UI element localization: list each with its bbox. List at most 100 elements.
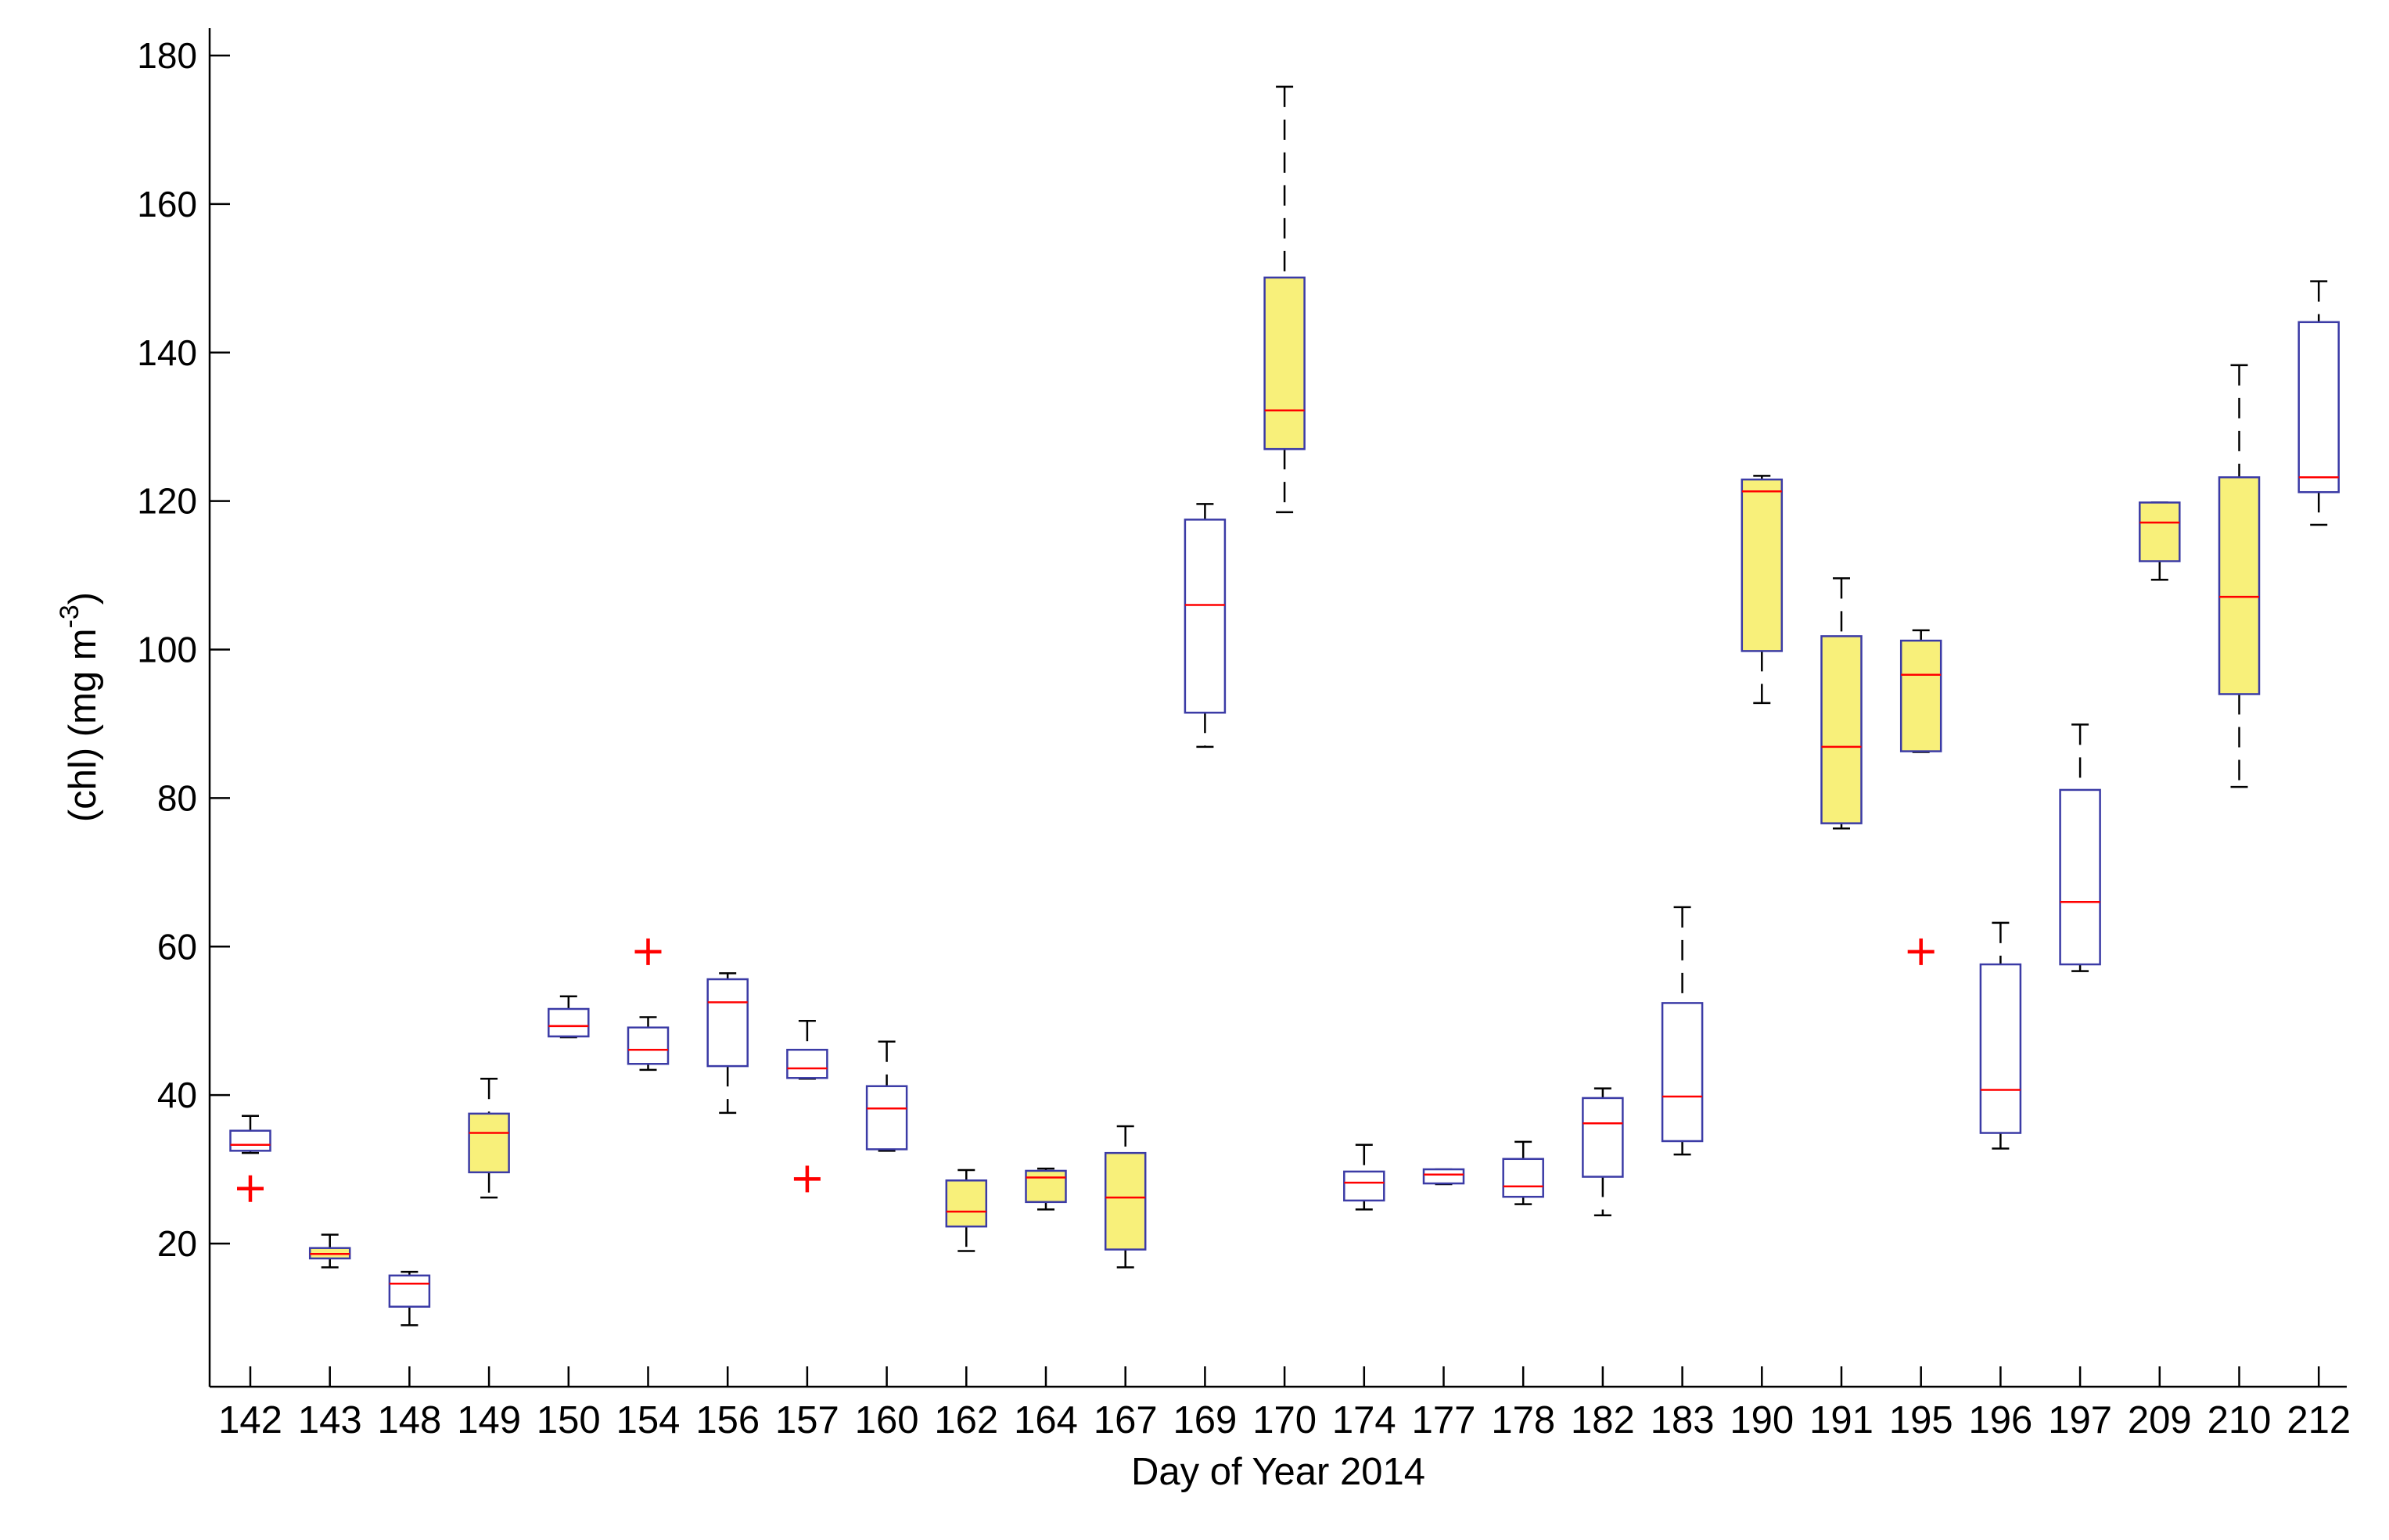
x-tick-label: 157 xyxy=(775,1399,839,1441)
box-day-160 xyxy=(865,1040,908,1152)
x-tick-label: 167 xyxy=(1094,1399,1158,1441)
box-iqr xyxy=(706,978,749,1068)
box-iqr xyxy=(1979,963,2022,1134)
box-iqr xyxy=(1422,1168,1465,1185)
x-tick-label: 150 xyxy=(537,1399,601,1441)
x-tick-label: 164 xyxy=(1014,1399,1078,1441)
x-tick-label: 156 xyxy=(695,1399,760,1441)
x-tick-label: 169 xyxy=(1173,1399,1238,1441)
box-day-150 xyxy=(548,995,590,1039)
y-tick-label: 120 xyxy=(137,481,197,522)
y-axis-title-close: ) xyxy=(62,592,104,605)
box-day-157 xyxy=(786,1019,828,1193)
x-tick-label: 162 xyxy=(934,1399,998,1441)
box-day-156 xyxy=(706,972,749,1115)
box-day-183 xyxy=(1661,906,1704,1156)
y-tick-label: 40 xyxy=(157,1075,197,1115)
box-iqr xyxy=(627,1026,670,1065)
x-axis-ticks: 142 143 148 149 150 154 156 157 160 162 164 167 169 1… xyxy=(218,1366,2351,1441)
box-iqr xyxy=(1263,276,1306,451)
box-iqr xyxy=(388,1274,431,1308)
x-tick-label: 148 xyxy=(378,1399,442,1441)
box-day-196 xyxy=(1979,921,2022,1150)
y-axis-ticks: 20 40 60 80 100 120 140 160 180 xyxy=(137,35,230,1264)
box-iqr xyxy=(1343,1170,1385,1202)
box-day-170 xyxy=(1263,85,1306,514)
box-day-210 xyxy=(2218,364,2261,788)
x-tick-label: 183 xyxy=(1651,1399,1715,1441)
y-tick-label: 160 xyxy=(137,184,197,224)
box-iqr xyxy=(1184,519,1227,714)
x-tick-label: 174 xyxy=(1332,1399,1396,1441)
box-iqr xyxy=(1820,635,1863,824)
box-series xyxy=(229,85,2340,1326)
x-tick-label: 212 xyxy=(2287,1399,2351,1441)
x-tick-label: 191 xyxy=(1809,1399,1873,1441)
box-day-164 xyxy=(1025,1167,1067,1211)
box-day-148 xyxy=(388,1270,431,1326)
x-tick-label: 196 xyxy=(1969,1399,2033,1441)
box-day-143 xyxy=(308,1233,351,1269)
x-tick-label: 143 xyxy=(298,1399,362,1441)
box-iqr xyxy=(2059,788,2101,966)
box-day-209 xyxy=(2139,501,2181,581)
x-tick-label: 149 xyxy=(457,1399,521,1441)
y-tick-label: 140 xyxy=(137,332,197,373)
box-day-212 xyxy=(2297,280,2340,526)
x-tick-label: 160 xyxy=(855,1399,919,1441)
x-tick-label: 195 xyxy=(1889,1399,1953,1441)
box-day-154 xyxy=(627,938,670,1072)
box-day-162 xyxy=(945,1168,988,1252)
plot-axes xyxy=(208,28,2347,1388)
x-tick-label: 154 xyxy=(616,1399,681,1441)
box-day-169 xyxy=(1184,503,1227,748)
x-tick-label: 182 xyxy=(1571,1399,1635,1441)
box-day-190 xyxy=(1741,475,1784,705)
x-tick-label: 210 xyxy=(2208,1399,2272,1441)
box-iqr xyxy=(1661,1002,1704,1143)
box-iqr xyxy=(1104,1151,1147,1251)
x-tick-label: 178 xyxy=(1491,1399,1555,1441)
y-tick-label: 60 xyxy=(157,926,197,967)
box-iqr xyxy=(1741,478,1784,652)
y-axis-title: (chl) (mg m-3) xyxy=(55,592,104,822)
box-day-149 xyxy=(468,1077,510,1199)
box-iqr xyxy=(1025,1169,1067,1204)
box-day-177 xyxy=(1422,1168,1465,1186)
box-iqr xyxy=(468,1112,510,1174)
x-tick-label: 142 xyxy=(218,1399,282,1441)
box-iqr xyxy=(2139,501,2181,562)
y-tick-label: 180 xyxy=(137,35,197,76)
x-tick-label: 209 xyxy=(2128,1399,2192,1441)
x-axis-title: Day of Year 2014 xyxy=(1131,1451,1425,1493)
box-iqr xyxy=(1899,639,1942,752)
box-day-195 xyxy=(1899,629,1942,965)
box-iqr xyxy=(786,1048,828,1079)
y-axis-title-superscript: -3 xyxy=(55,605,84,628)
y-tick-label: 80 xyxy=(157,777,197,818)
y-axis-title-main: (chl) (mg m xyxy=(62,628,104,822)
x-tick-label: 177 xyxy=(1412,1399,1476,1441)
box-day-167 xyxy=(1104,1125,1147,1269)
box-day-178 xyxy=(1502,1140,1544,1205)
box-day-182 xyxy=(1582,1087,1624,1217)
box-iqr xyxy=(548,1007,590,1038)
y-tick-label: 100 xyxy=(137,630,197,670)
x-tick-label: 170 xyxy=(1252,1399,1317,1441)
box-iqr xyxy=(2297,321,2340,494)
box-iqr xyxy=(1582,1097,1624,1178)
x-tick-label: 190 xyxy=(1730,1399,1794,1441)
box-day-197 xyxy=(2059,723,2101,972)
box-iqr xyxy=(865,1085,908,1151)
box-iqr xyxy=(1502,1158,1544,1198)
box-iqr xyxy=(945,1179,988,1228)
box-iqr xyxy=(229,1129,271,1152)
box-day-142 xyxy=(229,1115,271,1202)
y-tick-label: 20 xyxy=(157,1223,197,1264)
box-iqr xyxy=(2218,476,2261,695)
x-tick-label: 197 xyxy=(2048,1399,2112,1441)
box-day-174 xyxy=(1343,1143,1385,1211)
box-day-191 xyxy=(1820,577,1863,830)
